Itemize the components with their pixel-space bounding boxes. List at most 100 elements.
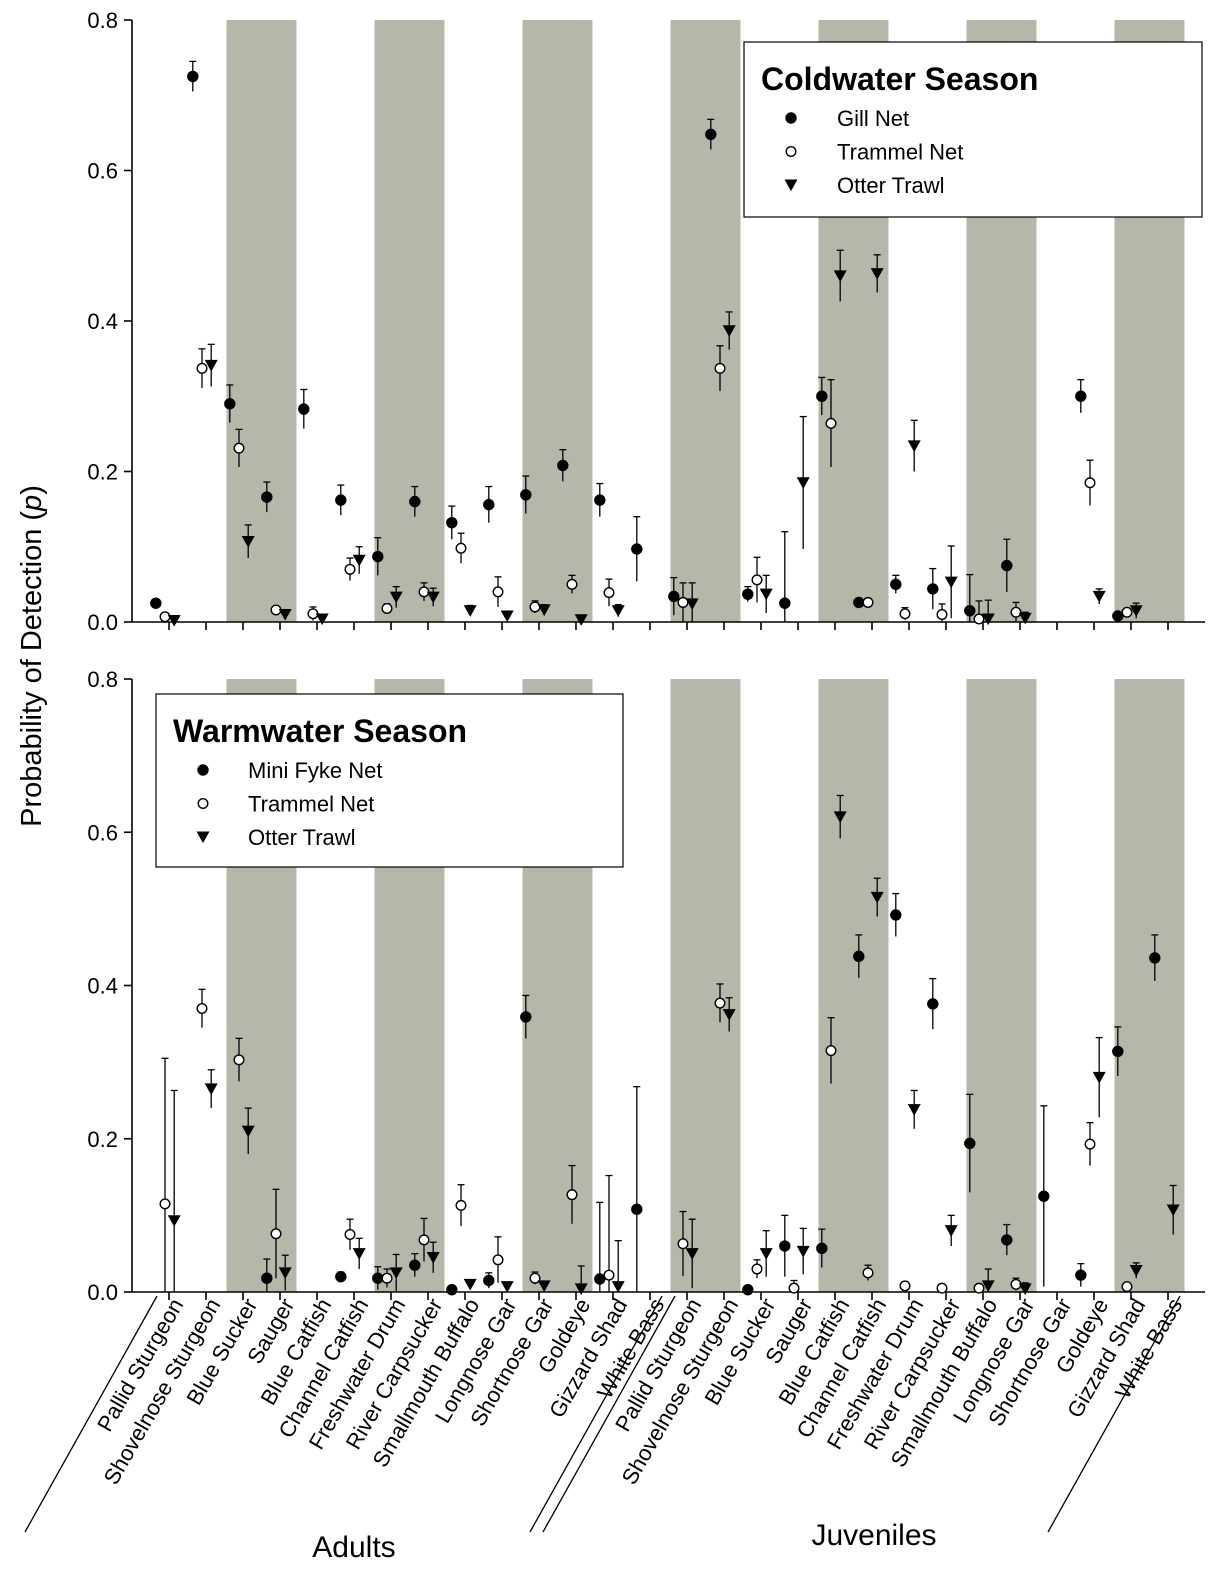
legend-title: Warmwater Season (173, 713, 467, 749)
data-point (706, 129, 716, 139)
y-axis-label-close: ) (16, 485, 48, 495)
data-point (493, 1255, 503, 1265)
shaded-band-panel2-7 (1115, 679, 1185, 1292)
data-point (410, 1260, 420, 1270)
shaded-band-panel1-2 (375, 20, 445, 622)
data-point (447, 517, 457, 527)
data-point (1150, 953, 1160, 963)
data-point (612, 1281, 625, 1293)
data-point (965, 1138, 975, 1148)
data-point (501, 610, 514, 622)
data-point (715, 364, 725, 374)
data-point (891, 910, 901, 920)
data-point (501, 1281, 514, 1293)
data-point (464, 1279, 477, 1291)
data-point (817, 1243, 827, 1253)
data-point (1122, 607, 1132, 617)
data-point (197, 1004, 207, 1014)
data-point (353, 555, 366, 567)
data-point (1039, 1191, 1049, 1201)
group-label-juveniles: Juveniles (811, 1519, 936, 1552)
data-point (1093, 1072, 1106, 1084)
data-point (1076, 1270, 1086, 1280)
data-point (419, 1235, 429, 1245)
shaded-band-panel1-4 (671, 20, 741, 622)
data-point (225, 399, 235, 409)
data-point (945, 577, 958, 589)
data-point (595, 1274, 605, 1284)
legend-label: Otter Trawl (837, 173, 945, 198)
data-point (854, 597, 864, 607)
data-point (900, 609, 910, 619)
data-point (780, 1241, 790, 1251)
data-point (336, 495, 346, 505)
data-point (168, 1215, 181, 1227)
data-point (760, 589, 773, 601)
data-point (604, 1270, 614, 1280)
shaded-band-panel2-4 (671, 679, 741, 1292)
y-axis-label: Probability of Detection (p) (16, 485, 48, 827)
data-point (373, 551, 383, 561)
y-tick-label-panel2: 0.4 (87, 974, 118, 999)
data-point (464, 605, 477, 617)
data-point (928, 999, 938, 1009)
data-point (937, 1283, 947, 1293)
data-point (854, 951, 864, 961)
data-point (908, 1104, 921, 1116)
shaded-band-panel2-6 (967, 679, 1037, 1292)
data-point (353, 1248, 366, 1260)
data-point (1093, 591, 1106, 603)
data-point (1122, 1282, 1132, 1292)
data-point (1085, 1139, 1095, 1149)
data-point (965, 606, 975, 616)
data-point (900, 1281, 910, 1291)
data-point (743, 589, 753, 599)
data-point (456, 543, 466, 553)
legend-marker (786, 147, 796, 157)
y-tick-label-panel2: 0.0 (87, 1280, 118, 1305)
data-point (612, 605, 625, 617)
data-point (1085, 478, 1095, 488)
y-tick-label-panel2: 0.8 (87, 667, 118, 692)
data-point (484, 499, 494, 509)
data-point (160, 612, 170, 622)
data-point (797, 477, 810, 489)
legend-label: Trammel Net (837, 140, 963, 165)
data-point (447, 1285, 457, 1295)
data-point (205, 1083, 218, 1095)
data-point (974, 1283, 984, 1293)
data-point (1011, 607, 1021, 617)
y-axis-label-text: Probability of Detection ( (16, 511, 48, 827)
data-point (604, 588, 614, 598)
data-point (234, 1055, 244, 1065)
data-point (678, 1239, 688, 1249)
shaded-band-panel2-5 (819, 679, 889, 1292)
data-point (336, 1271, 346, 1281)
y-tick-label-panel2: 0.6 (87, 820, 118, 845)
data-point (567, 1190, 577, 1200)
data-point (789, 1283, 799, 1293)
legend-label: Otter Trawl (248, 825, 356, 850)
data-point (595, 495, 605, 505)
legend-marker (786, 113, 796, 123)
shaded-band-panel1-3 (523, 20, 593, 622)
data-point (151, 598, 161, 608)
data-point (863, 1268, 873, 1278)
data-point (530, 1273, 540, 1283)
y-tick-label-panel1: 0.0 (87, 610, 118, 635)
legend-panel1: Coldwater Season Gill Net Trammel Net Otter… (744, 42, 1202, 217)
data-point (262, 1273, 272, 1283)
data-point (456, 1201, 466, 1211)
legend-panel2: Warmwater SeasonMini Fyke NetTrammel Net… (156, 694, 623, 867)
data-point (817, 391, 827, 401)
legend-label: Trammel Net (248, 792, 374, 817)
data-point (299, 404, 309, 414)
data-point (567, 580, 577, 590)
data-point (974, 614, 984, 624)
data-point (493, 587, 503, 597)
data-point (262, 492, 272, 502)
data-point (521, 490, 531, 500)
group-label-adults: Adults (312, 1531, 395, 1564)
legend-label: Gill Net (837, 106, 909, 131)
data-point (558, 460, 568, 470)
